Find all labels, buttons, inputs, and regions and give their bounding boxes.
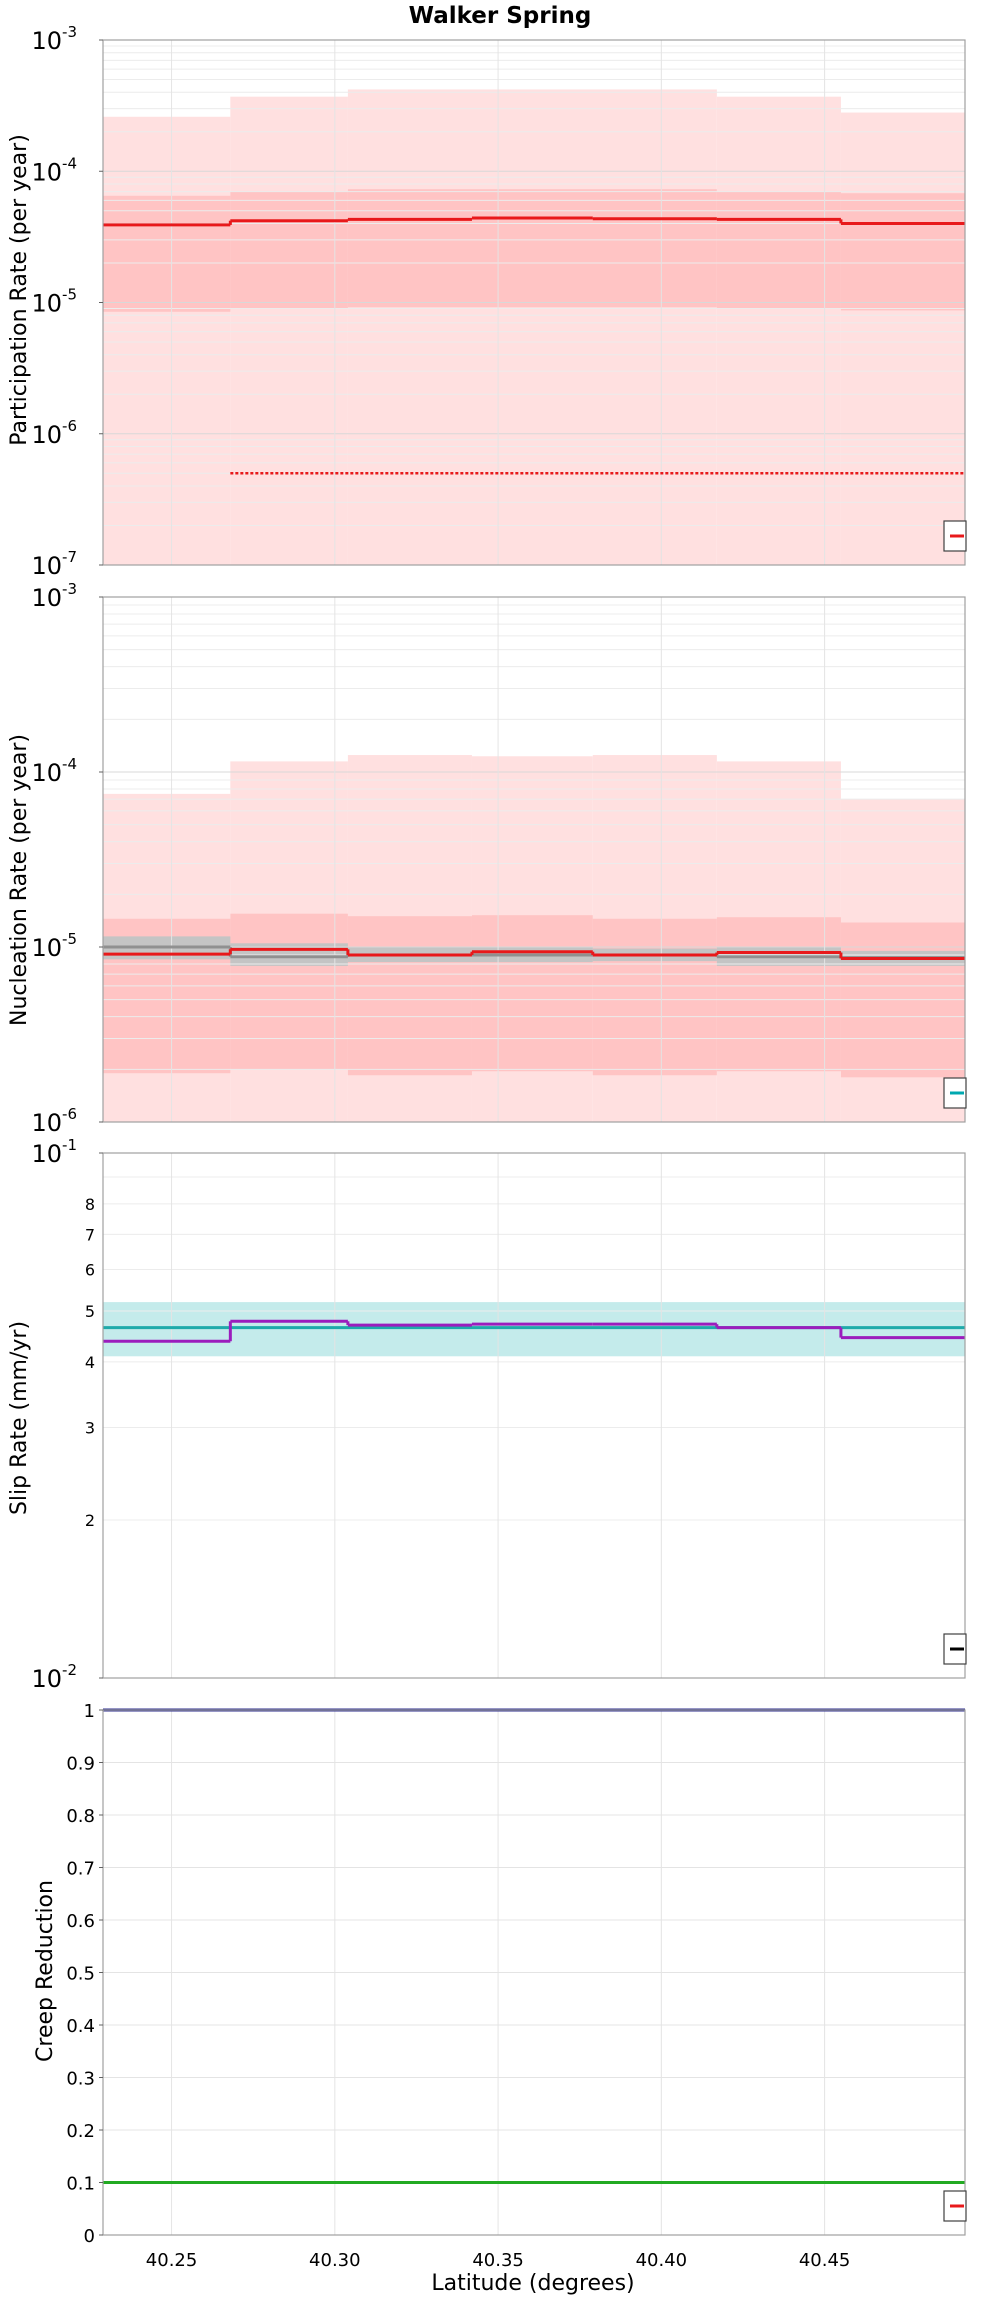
participation-inner-range-band bbox=[347, 189, 717, 308]
participation-panel: Participation Rate (per year) 10-3 10-4 10… bbox=[7, 23, 967, 580]
slip-minor-tick-label: 7 bbox=[85, 1225, 95, 1244]
slip-minor-tick-label: 4 bbox=[85, 1353, 95, 1372]
nucleation-legend bbox=[943, 1077, 967, 1109]
nucleation-ytick-exponent: -3 bbox=[62, 580, 77, 598]
participation-ytick-label: 10-6 bbox=[31, 417, 77, 449]
slip-minor-tick-label: 5 bbox=[85, 1302, 95, 1321]
slip-ytick-exponent: -1 bbox=[62, 1136, 77, 1154]
slip-ytick-label: 10-2 bbox=[31, 1661, 77, 1693]
nucleation-ylabel: Nucleation Rate (per year) bbox=[7, 734, 32, 1026]
creep-ytick-label: 0.8 bbox=[66, 1806, 95, 1827]
participation-ylabel: Participation Rate (per year) bbox=[7, 134, 32, 446]
creep-ytick-label: 0.6 bbox=[66, 1911, 95, 1932]
nucleation-ytick-exponent: -5 bbox=[62, 930, 77, 948]
creep-xtick-label: 40.45 bbox=[799, 2250, 851, 2271]
chart-title: Walker Spring bbox=[409, 3, 592, 29]
creep-ytick-label: 0.7 bbox=[66, 1859, 95, 1880]
participation-outer-range-band bbox=[840, 112, 965, 565]
slip-frame bbox=[102, 1152, 966, 1679]
creep-ytick-label: 0.4 bbox=[66, 2016, 95, 2037]
participation-ytick-exponent: -3 bbox=[62, 23, 77, 41]
participation-ytick-exponent: -4 bbox=[62, 154, 77, 172]
creep-ytick-label: 0.1 bbox=[66, 2174, 95, 2195]
creep-ytick-label: 1 bbox=[84, 1701, 95, 1722]
slip-ylabel: Slip Rate (mm/yr) bbox=[7, 1321, 32, 1515]
slip-legend bbox=[943, 1633, 967, 1665]
slip-ytick-exponent: -2 bbox=[62, 1661, 77, 1679]
nucleation-ytick-label: 10-5 bbox=[31, 930, 77, 962]
creep-ylabel: Creep Reduction bbox=[33, 1880, 58, 2062]
slip-panel: Slip Rate (mm/yr) 10-1 10-2 8 7 6 5 4 3 2 bbox=[7, 1136, 967, 1693]
nucleation-inner-range-band bbox=[716, 917, 841, 1072]
participation-ytick-label: 10-4 bbox=[31, 154, 77, 186]
slip-minor-tick-label: 2 bbox=[85, 1511, 95, 1530]
creep-xtick-label: 40.35 bbox=[472, 2250, 524, 2271]
participation-inner-range-band bbox=[103, 195, 231, 312]
creep-panel: Creep Reduction Latitude (degrees) 1 0.9 0… bbox=[33, 1701, 967, 2296]
nucleation-panel: Nucleation Rate (per year) 10-3 10-4 10-5 1… bbox=[7, 580, 967, 1137]
participation-legend bbox=[943, 520, 967, 552]
slip-target-range-band bbox=[103, 1302, 965, 1357]
nucleation-ytick-label: 10-3 bbox=[31, 580, 77, 612]
creep-ytick-label: 0.2 bbox=[66, 2121, 95, 2142]
creep-xtick-label: 40.30 bbox=[309, 2250, 361, 2271]
participation-inner-range-band bbox=[230, 191, 348, 309]
participation-outer-range-band bbox=[716, 96, 841, 565]
nucleation-inner-range-band bbox=[471, 915, 593, 1072]
nucleation-frame bbox=[102, 596, 966, 1123]
x-axis-label: Latitude (degrees) bbox=[431, 2271, 634, 2296]
creep-legend bbox=[943, 2190, 967, 2222]
slip-grid bbox=[103, 1153, 965, 1679]
nucleation-inner-range-band bbox=[592, 918, 717, 1076]
nucleation-ytick-exponent: -6 bbox=[62, 1105, 77, 1123]
creep-ytick-label: 0.5 bbox=[66, 1964, 95, 1985]
nucleation-ytick-exponent: -4 bbox=[62, 755, 77, 773]
creep-xtick-label: 40.40 bbox=[636, 2250, 688, 2271]
participation-ytick-exponent: -7 bbox=[62, 548, 77, 566]
nucleation-ytick-label: 10-6 bbox=[31, 1105, 77, 1137]
nucleation-inner-range-band bbox=[230, 913, 348, 1070]
nucleation-grid bbox=[103, 597, 965, 1123]
nucleation-inner-range-band bbox=[347, 916, 472, 1076]
participation-inner-range-band bbox=[840, 193, 965, 311]
slip-minor-tick-label: 8 bbox=[85, 1195, 95, 1214]
nucleation-ytick-label: 10-4 bbox=[31, 755, 77, 787]
participation-inner-range-band bbox=[716, 191, 841, 309]
participation-ytick-exponent: -5 bbox=[62, 286, 77, 304]
slip-ytick-label: 10-1 bbox=[31, 1136, 77, 1168]
slip-minor-tick-label: 6 bbox=[85, 1260, 95, 1279]
creep-ytick-label: 0.9 bbox=[66, 1754, 95, 1775]
participation-ytick-label: 10-3 bbox=[31, 23, 77, 55]
slip-minor-tick-label: 3 bbox=[85, 1419, 95, 1438]
creep-xtick-label: 40.25 bbox=[146, 2250, 198, 2271]
participation-ytick-label: 10-5 bbox=[31, 286, 77, 318]
participation-ytick-exponent: -6 bbox=[62, 417, 77, 435]
participation-ytick-label: 10-7 bbox=[31, 548, 77, 580]
creep-grid bbox=[103, 1709, 965, 2236]
participation-outer-range-band bbox=[230, 96, 348, 565]
creep-ytick-label: 0 bbox=[84, 2226, 95, 2247]
creep-ytick-label: 0.3 bbox=[66, 2069, 95, 2090]
